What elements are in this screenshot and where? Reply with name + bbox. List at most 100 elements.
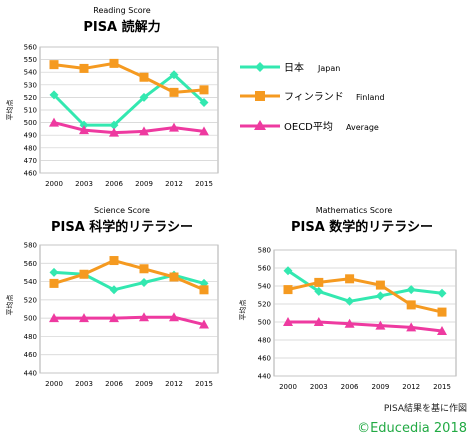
reading-point-oecd-2012 — [169, 122, 179, 132]
math-ylabel: 平均点 — [238, 300, 247, 321]
reading-plot: 460 470 480 490 500 510 520 530 540 550 560 2000 200… — [24, 44, 219, 188]
science-ytick-520: 520 — [24, 296, 37, 304]
math-xtick-2006: 2006 — [341, 383, 359, 391]
math-point-japan-2012 — [406, 285, 416, 295]
reading-point-finland-2006 — [109, 58, 119, 68]
math-point-oecd-2006 — [344, 318, 355, 328]
legend-label-finland: フィンランド — [284, 91, 344, 103]
reading-point-finland-2012 — [169, 87, 179, 97]
reading-point-japan-2009 — [139, 92, 149, 102]
reading-point-japan-2015 — [199, 97, 209, 107]
math-series-line-japan — [287, 269, 443, 303]
reading-point-japan-2000 — [49, 90, 59, 100]
math-xtick-2003: 2003 — [310, 383, 328, 391]
reading-ytick-460: 460 — [24, 170, 37, 178]
science-point-japan-2009 — [139, 277, 149, 287]
math-point-finland-2012 — [406, 300, 416, 310]
science-point-finland-2006 — [109, 256, 119, 266]
math-point-finland-2015 — [437, 307, 447, 317]
reading-point-oecd-2006 — [109, 127, 119, 137]
reading-ytick-490: 490 — [24, 132, 37, 140]
reading-point-japan-2006 — [109, 120, 119, 130]
legend-item-japan: 日本 Japan — [240, 61, 340, 74]
reading-ytick-510: 510 — [24, 107, 37, 115]
math-ytick-520: 520 — [258, 301, 271, 309]
math-ytick-540: 540 — [258, 283, 271, 291]
math-point-finland-2000 — [283, 285, 293, 295]
science-point-finland-2012 — [169, 272, 179, 282]
science-xtick-2006: 2006 — [105, 380, 123, 388]
science-series-line-japan — [53, 270, 205, 292]
reading-xtick-2015: 2015 — [195, 180, 213, 188]
math-ytick-480: 480 — [258, 337, 271, 345]
legend-label-japan: 日本 — [284, 61, 304, 74]
science-ytick-460: 460 — [24, 351, 37, 359]
science-subtitle: Science Score — [94, 206, 150, 215]
science-point-oecd-2000 — [49, 313, 59, 323]
math-point-japan-2015 — [437, 288, 447, 298]
science-point-finland-2009 — [139, 264, 149, 274]
reading-point-oecd-2009 — [139, 126, 149, 136]
math-xtick-2009: 2009 — [371, 383, 389, 391]
legend-item-finland: フィンランド Finland — [240, 91, 385, 103]
science-plot: 440 460 480 500 520 540 560 580 2000 2003 2006 2009… — [24, 242, 219, 388]
reading-point-finland-2009 — [139, 72, 149, 82]
science-xtick-2000: 2000 — [45, 380, 63, 388]
math-point-japan-2006 — [345, 296, 355, 306]
reading-ytick-530: 530 — [24, 81, 37, 89]
science-point-finland-2000 — [49, 278, 59, 288]
math-ytick-580: 580 — [258, 247, 271, 255]
reading-ytick-540: 540 — [24, 69, 37, 77]
math-xtick-2000: 2000 — [279, 383, 297, 391]
math-xtick-2012: 2012 — [402, 383, 420, 391]
legend: 日本 Japan フィンランド Finland OECD平均 Average — [240, 61, 385, 133]
reading-series-line-finland — [53, 61, 205, 94]
math-point-oecd-2012 — [406, 322, 417, 332]
reading-point-japan-2012 — [169, 70, 179, 80]
math-series-line-finland — [287, 277, 443, 314]
science-series-line-finland — [53, 259, 205, 292]
math-point-oecd-2015 — [437, 326, 447, 335]
math-ytick-500: 500 — [258, 319, 271, 327]
reading-ytick-550: 550 — [24, 56, 37, 64]
math-subtitle: Mathematics Score — [316, 206, 393, 215]
math-plot-frame — [273, 249, 457, 377]
science-ytick-560: 560 — [24, 260, 37, 268]
reading-series-line-japan — [52, 73, 206, 127]
reading-ylabel: 平均点 — [5, 100, 14, 121]
math-ytick-440: 440 — [258, 373, 271, 381]
math-point-oecd-2003 — [313, 317, 324, 326]
science-ytick-480: 480 — [24, 333, 37, 341]
reading-xtick-2006: 2006 — [105, 180, 123, 188]
reading-ytick-560: 560 — [24, 44, 37, 52]
science-point-oecd-2009 — [139, 312, 149, 322]
copyright-note: ©Educedia 2018 — [357, 421, 467, 436]
science-xtick-2003: 2003 — [75, 380, 93, 388]
science-ytick-440: 440 — [24, 370, 37, 378]
math-plot: 440 460 480 500 520 540 560 580 2000 2003 2006 2009… — [258, 247, 457, 391]
science-xtick-2012: 2012 — [165, 380, 183, 388]
reading-ytick-480: 480 — [24, 144, 37, 152]
science-series-line-oecd — [54, 315, 205, 327]
legend-label-en-japan: Japan — [317, 64, 340, 73]
reading-xtick-2012: 2012 — [165, 180, 183, 188]
science-point-japan-2000 — [49, 267, 59, 277]
science-point-oecd-2012 — [169, 312, 179, 322]
science-point-finland-2015 — [199, 285, 209, 295]
legend-label-en-finland: Finland — [356, 93, 385, 102]
math-point-finland-2009 — [375, 280, 385, 290]
reading-xtick-2000: 2000 — [45, 180, 63, 188]
math-point-japan-2009 — [375, 291, 385, 301]
math-point-finland-2003 — [314, 277, 324, 287]
science-ylabel: 平均点 — [5, 295, 14, 316]
math-point-japan-2003 — [314, 286, 324, 296]
science-title: PISA 科学的リテラシー — [51, 219, 193, 235]
math-ytick-560: 560 — [258, 265, 271, 273]
reading-ytick-520: 520 — [24, 94, 37, 102]
math-point-oecd-2000 — [283, 317, 293, 326]
reading-point-oecd-2000 — [49, 117, 59, 127]
math-point-finland-2006 — [345, 274, 355, 284]
science-ytick-580: 580 — [24, 242, 37, 250]
reading-point-oecd-2003 — [79, 125, 89, 135]
